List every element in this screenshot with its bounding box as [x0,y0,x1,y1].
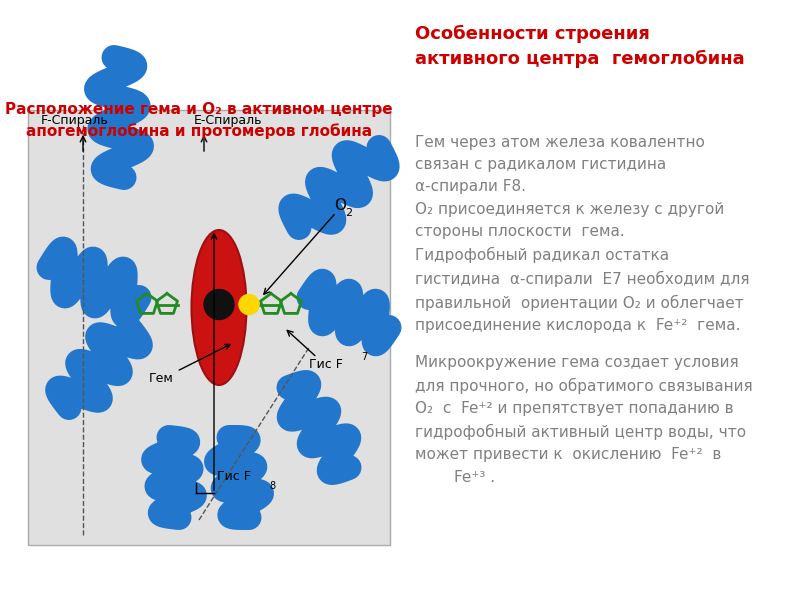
Text: Микроокружение гема создает условия
для прочного, но обратимого связывания
О₂  с: Микроокружение гема создает условия для … [415,355,753,485]
Circle shape [204,289,234,319]
Circle shape [239,295,259,314]
Text: 2: 2 [345,208,352,217]
Ellipse shape [191,230,246,385]
Text: F-Спираль: F-Спираль [41,114,109,127]
Text: 8: 8 [269,481,275,491]
Text: Особенности строения
активного центра  гемоглобина: Особенности строения активного центра ге… [415,25,745,68]
Text: Гис F: Гис F [309,358,343,370]
Text: Расположение гема и О₂ в активном центре
апогемоглобина и протомеров глобина: Расположение гема и О₂ в активном центре… [5,102,393,139]
Text: O: O [334,197,346,212]
Text: 7: 7 [361,352,367,361]
Text: Гем через атом железа ковалентно
связан с радикалом гистидина 
α-спирали F8.
О₂ : Гем через атом железа ковалентно связан … [415,135,750,333]
Text: Гем: Гем [149,344,230,385]
Bar [28,110,390,545]
Text: Е-Спираль: Е-Спираль [194,114,262,127]
Text: Гис F: Гис F [217,470,251,483]
